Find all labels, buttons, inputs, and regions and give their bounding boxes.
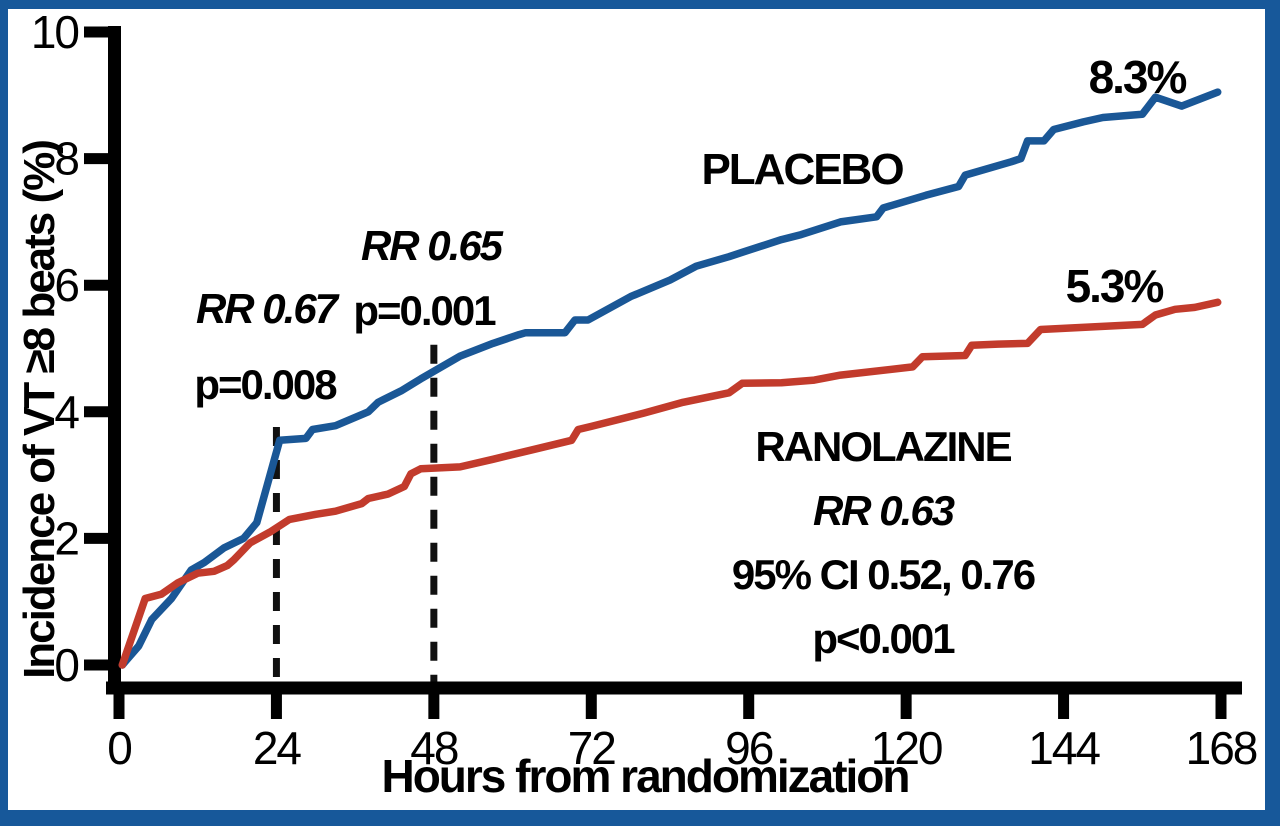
plot-background bbox=[8, 9, 1265, 810]
series-label-ranolazine: RANOLAZINE bbox=[755, 423, 1012, 470]
x-tick-label-0: 0 bbox=[107, 722, 131, 774]
x-tick-label-96: 96 bbox=[725, 722, 773, 774]
x-axis-title: Hours from randomization bbox=[381, 750, 910, 802]
y-tick-label-4: 4 bbox=[54, 386, 79, 438]
annotation-ci: 95% CI 0.52, 0.76 bbox=[731, 551, 1036, 598]
series-label-placebo: PLACEBO bbox=[701, 145, 904, 194]
y-tick-label-6: 6 bbox=[54, 259, 78, 311]
x-tick-label-144: 144 bbox=[1028, 722, 1100, 774]
series-line-ranolazine bbox=[118, 298, 1222, 669]
x-tick-label-120: 120 bbox=[871, 722, 942, 774]
x-tick-label-168: 168 bbox=[1186, 722, 1257, 774]
ranolazine-stats-block: RANOLAZINE RR 0.63 95% CI 0.52, 0.76 p<0… bbox=[731, 415, 1036, 671]
x-tick-label-72: 72 bbox=[568, 722, 616, 774]
y-tick-label-8: 8 bbox=[54, 133, 78, 185]
annotation-p-overall: p<0.001 bbox=[812, 615, 955, 662]
annotation-rr-24h: RR 0.67 bbox=[195, 285, 338, 332]
y-axis-title: Incidence of VT ≥8 beats (%) bbox=[15, 141, 64, 679]
y-tick-label-0: 0 bbox=[54, 639, 78, 691]
ranolazine-endpoint-value: 5.3% bbox=[1065, 260, 1165, 312]
x-tick-label-48: 48 bbox=[410, 722, 458, 774]
annotation-rr-48h: RR 0.65 bbox=[360, 222, 503, 269]
annotation-p-48h: p=0.001 bbox=[353, 287, 496, 334]
x-tick-label-24: 24 bbox=[253, 722, 302, 774]
placebo-endpoint-value: 8.3% bbox=[1088, 51, 1188, 103]
y-tick-label-10: 10 bbox=[31, 6, 79, 58]
series-line-placebo bbox=[118, 88, 1222, 669]
annotation-p-24h: p=0.008 bbox=[194, 361, 337, 408]
annotation-rr-overall: RR 0.63 bbox=[812, 487, 955, 534]
y-tick-label-2: 2 bbox=[54, 512, 78, 564]
